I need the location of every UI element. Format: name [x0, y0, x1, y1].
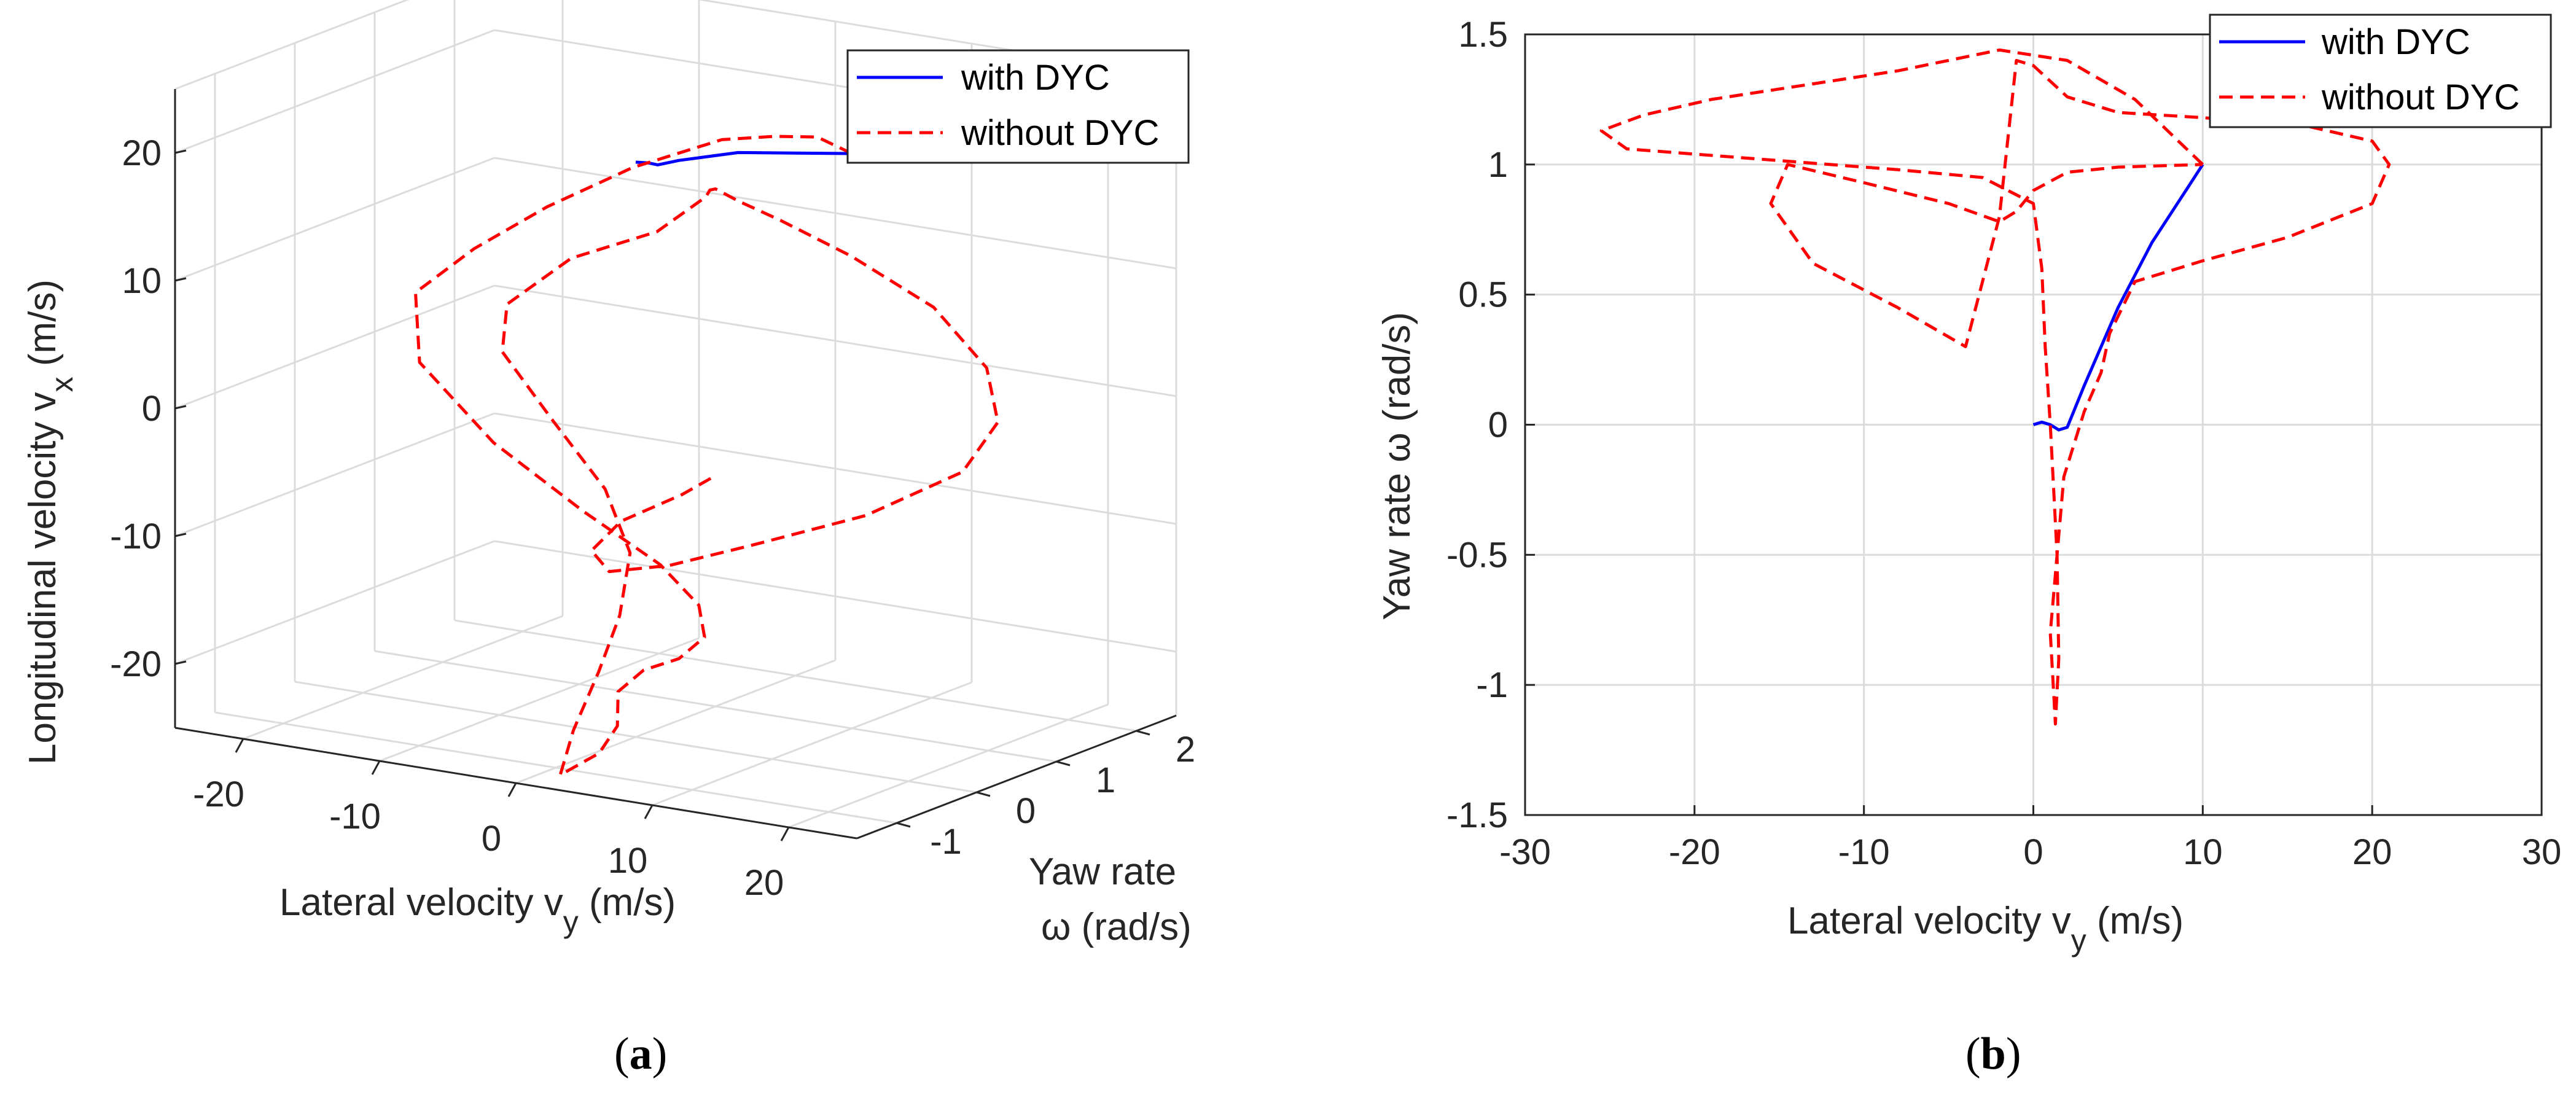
panel-a-leftwall-zgrid: [174, 29, 495, 154]
panel-a-xtick-mark: [371, 760, 381, 775]
panel-a-leftwall-zgrid: [174, 412, 495, 537]
panel-b-ytick-label: 0: [1488, 405, 1508, 445]
panel-a-label: (a): [614, 1029, 667, 1079]
panel-a-ytick-mark: [1056, 760, 1071, 766]
panel-b-xtick-label: 0: [2023, 832, 2043, 872]
panel-a-xtick-label: 10: [608, 841, 648, 881]
legend-b-without-dyc-label: without DYC: [2321, 77, 2519, 117]
panel-a-xtick-mark: [235, 738, 244, 753]
panel-a-series: [414, 135, 1000, 777]
legend-with-dyc-label: with DYC: [961, 58, 1110, 98]
panel-a-box-edge: [174, 0, 410, 90]
panel-a-ytick-label: 0: [1016, 791, 1036, 831]
panel-a-floor-ygrid: [374, 650, 1057, 763]
panel-a-xtick-mark: [780, 827, 790, 841]
panel-a-leftwall-zgrid: [174, 157, 495, 282]
panel-a-ytick-mark: [896, 822, 911, 828]
panel-a-floor-xgrid: [379, 637, 700, 762]
panel-a-ytick-label: 2: [1176, 730, 1195, 770]
panel-a-floor-ygrid: [214, 711, 897, 824]
panel-a-backwall-zgrid: [494, 540, 1177, 653]
panel-a-backwall-zgrid: [494, 412, 1177, 525]
panel-a-xtick-label: -20: [193, 774, 244, 814]
panel-a-axes: [174, 89, 1177, 840]
panel-a-zlabel: Longitudinal velocity vx (m/s): [21, 279, 79, 765]
panel-a-ztick-mark: [174, 149, 187, 154]
panel-a-ztick-mark: [174, 660, 187, 665]
panel-a-xtick-label: -10: [329, 797, 381, 837]
panel-a-series-with-dyc: [635, 150, 853, 166]
panel-a-ytick-mark: [976, 791, 991, 797]
panel-a-xtick-mark: [507, 782, 517, 797]
panel-b-ytick-label: -0.5: [1446, 535, 1508, 575]
panel-b-ytick-label: -1: [1476, 665, 1508, 705]
panel-b-xtick-label: 30: [2522, 832, 2562, 872]
panel-b-ytick-label: 1: [1488, 145, 1508, 185]
panel-a-ztick-label: -10: [110, 517, 162, 556]
panel-a-floor-xgrid: [515, 659, 836, 784]
panel-a-floor-ygrid: [454, 619, 1137, 732]
panel-b-ytick-label: 1.5: [1458, 15, 1508, 55]
panel-b-label: (b): [1965, 1029, 2021, 1079]
panel-a-grid: [174, 0, 1177, 829]
panel-b-xtick-label: -10: [1838, 832, 1890, 872]
panel-a-floor-xgrid: [788, 703, 1109, 829]
panel-a-ylabel-line1: Yaw rate: [1029, 851, 1176, 893]
panel-a-ztick-label: 10: [122, 261, 162, 301]
panel-a-ztick-mark: [174, 405, 187, 410]
panel-a-floor-xgrid: [243, 615, 563, 740]
panel-a-xtick-label: 20: [744, 863, 784, 903]
panel-b-xlabel: Lateral velocity vy (m/s): [1787, 900, 2184, 958]
panel-a-ztick-mark: [174, 277, 187, 282]
panel-a-ztick-label: -20: [110, 644, 162, 684]
panel-b-ytick-label: -1.5: [1446, 795, 1508, 835]
panel-a-y-axis: [856, 714, 1177, 840]
panel-b-series-without-dyc: [1599, 48, 2391, 726]
panel-a-leftwall-zgrid: [174, 284, 495, 410]
panel-b-2d-chart: -30 -20 -10 0 10 20 30 -1.5 -1 -0.5 0 0.5 1 1.5 Later…: [1376, 14, 2561, 1079]
panel-a-xtick-label: 0: [482, 819, 501, 859]
panel-b-ylabel: Yaw rate ω (rad/s): [1376, 312, 1418, 620]
panel-a-backwall-zgrid: [494, 157, 1177, 270]
panel-a-leftwall-zgrid: [174, 540, 495, 665]
legend-b-with-dyc-label: with DYC: [2321, 22, 2470, 62]
panel-b-xtick-label: -30: [1499, 832, 1551, 872]
panel-a-series-without-dyc: [414, 135, 1000, 777]
panel-a-ylabel-line2: ω (rad/s): [1041, 906, 1192, 948]
panel-b-series: [1599, 48, 2391, 726]
panel-a-ytick-label: -1: [930, 822, 962, 862]
panel-a-ztick-label: 20: [122, 133, 162, 173]
panel-b-xtick-label: -20: [1669, 832, 1720, 872]
panel-a-backwall-zgrid: [494, 284, 1177, 397]
panel-a-floor-ygrid: [294, 681, 977, 794]
panel-b-series-with-dyc: [2032, 163, 2204, 432]
panel-a-legend: with DYC without DYC: [846, 49, 1190, 164]
panel-b-ticks: -30 -20 -10 0 10 20 30 -1.5 -1 -0.5 0 0.5 1 1.5: [1446, 15, 2561, 872]
panel-b-xtick-label: 10: [2183, 832, 2223, 872]
panel-a-ztick-mark: [174, 532, 187, 537]
legend-without-dyc-label: without DYC: [961, 113, 1159, 153]
panel-a-ytick-label: 1: [1096, 760, 1115, 800]
panel-a-xlabel: Lateral velocity vy (m/s): [279, 881, 676, 939]
panel-a-xtick-mark: [644, 805, 654, 819]
panel-a-ztick-label: 0: [142, 389, 162, 429]
panel-a-floor-xgrid: [652, 681, 972, 806]
panel-b-legend: with DYC without DYC: [2209, 14, 2552, 128]
panel-a-ytick-mark: [1136, 730, 1150, 736]
panel-b-xtick-label: 20: [2352, 832, 2392, 872]
panel-b-ytick-label: 0.5: [1458, 275, 1508, 315]
